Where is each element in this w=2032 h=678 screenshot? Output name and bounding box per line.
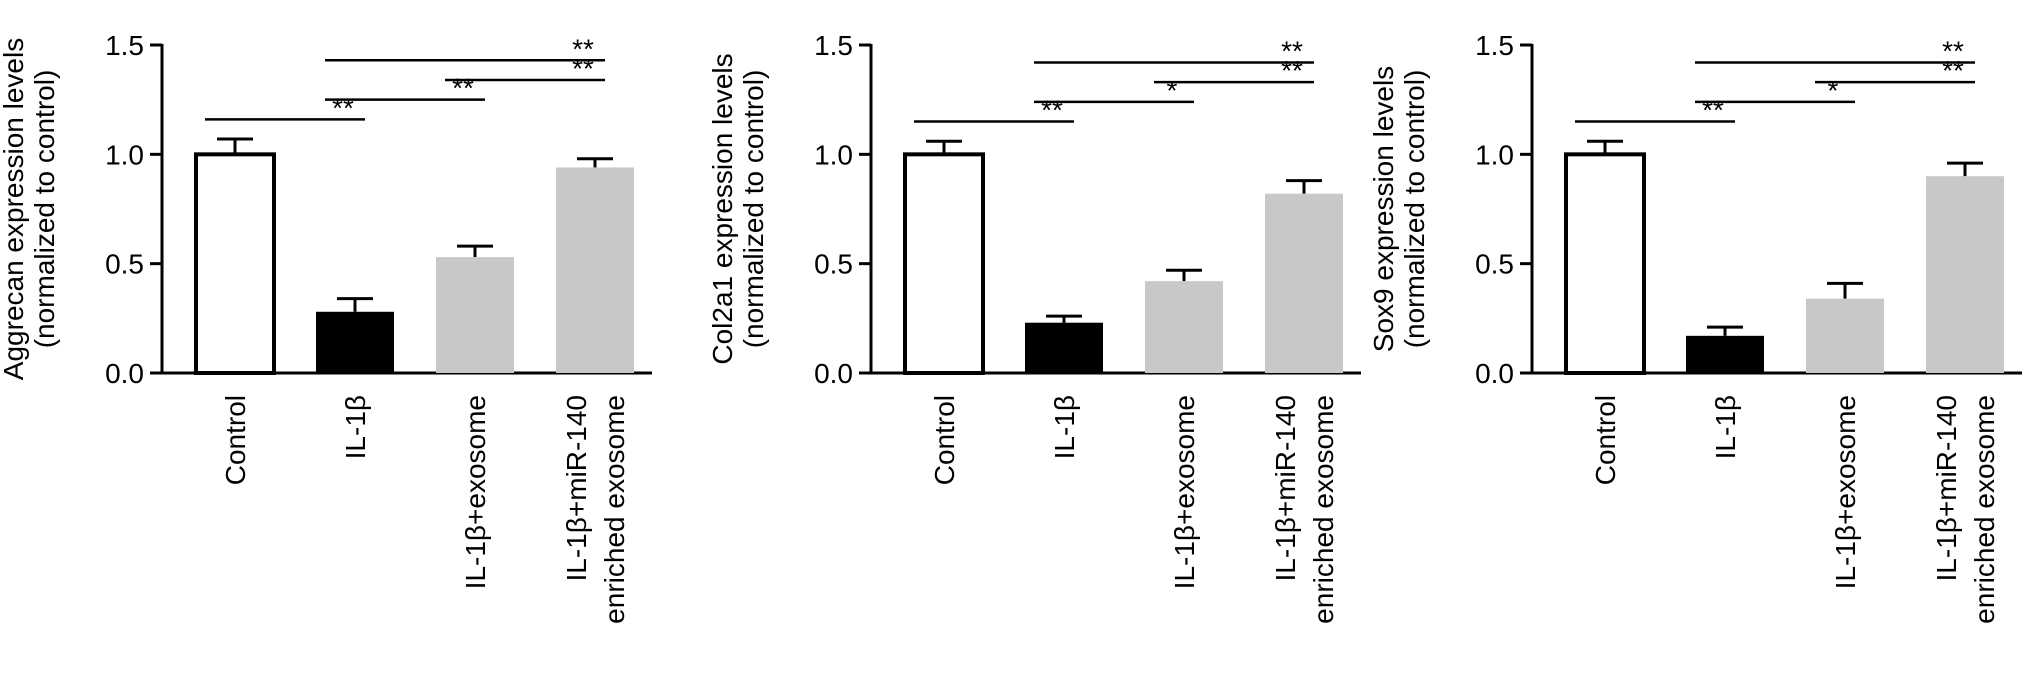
bar [1806,298,1884,373]
y-tick-label: 0.0 [814,358,853,389]
bar [1686,335,1764,373]
x-tick-label: Control [929,395,960,485]
bar [1145,281,1223,373]
y-axis-label: Aggrecan expression levels [0,38,29,380]
y-tick-label: 1.0 [1475,139,1514,170]
y-tick-label: 0.5 [1475,249,1514,280]
bar [1025,322,1103,373]
significance-label: ** [572,33,594,64]
x-tick-label: IL-1β+miR-140 [561,395,592,582]
y-tick-label: 1.0 [814,139,853,170]
y-tick-label: 0.0 [105,358,144,389]
y-axis-label: (normalized to control) [738,70,769,349]
y-tick-label: 1.5 [105,30,144,61]
x-tick-label: enriched exosome [1969,395,2000,624]
x-tick-label: Control [1590,395,1621,485]
y-axis-label: (normalized to control) [29,70,60,349]
significance-label: ** [1041,95,1063,126]
y-tick-label: 0.0 [1475,358,1514,389]
significance-label: ** [1281,35,1303,66]
x-tick-label: IL-1β+exosome [1830,395,1861,589]
significance-label: * [1167,75,1178,106]
bar [1564,152,1646,375]
significance-label: ** [1942,35,1964,66]
x-tick-label: Control [220,395,251,485]
bar [194,152,276,375]
y-tick-label: 1.5 [814,30,853,61]
significance-label: ** [452,73,474,104]
y-tick-label: 0.5 [814,249,853,280]
x-tick-label: IL-1β+miR-140 [1931,395,1962,582]
bar [316,311,394,373]
significance-label: ** [1702,95,1724,126]
bar [436,257,514,373]
bar [1265,193,1343,373]
bar [1926,176,2004,373]
bar [903,152,985,375]
y-axis-label: (normalized to control) [1399,70,1430,349]
y-tick-label: 1.5 [1475,30,1514,61]
x-tick-label: IL-1β [1710,395,1741,459]
x-tick-label: IL-1β+exosome [1169,395,1200,589]
x-tick-label: IL-1β+miR-140 [1270,395,1301,582]
significance-label: * [1828,75,1839,106]
x-tick-label: IL-1β+exosome [460,395,491,589]
y-tick-label: 1.0 [105,139,144,170]
bar [556,167,634,373]
x-tick-label: enriched exosome [599,395,630,624]
significance-label: ** [332,92,354,123]
y-tick-label: 0.5 [105,249,144,280]
y-axis-label: Sox9 expression levels [1368,66,1399,352]
x-tick-label: IL-1β [340,395,371,459]
y-axis-label: Col2a1 expression levels [707,53,738,364]
x-tick-label: enriched exosome [1308,395,1339,624]
x-tick-label: IL-1β [1049,395,1080,459]
